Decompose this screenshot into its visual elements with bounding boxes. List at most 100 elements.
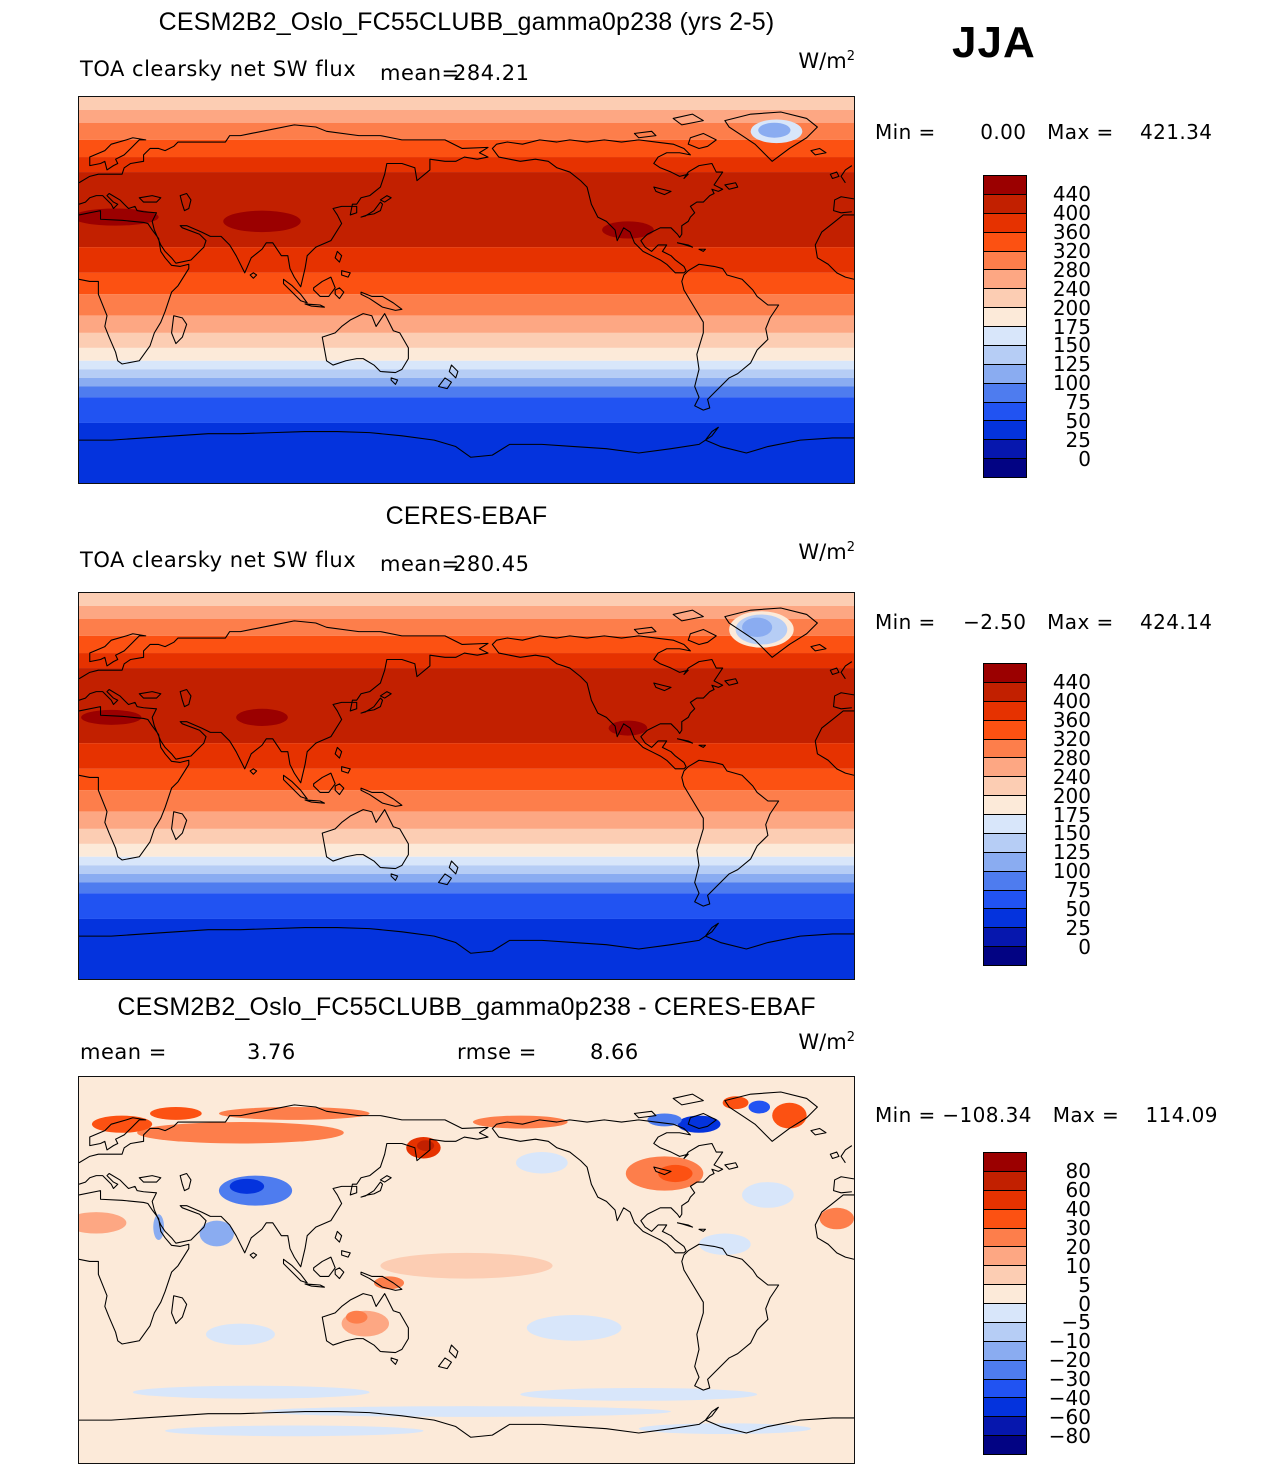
caribbean-cold bbox=[699, 1233, 751, 1255]
panel-obs-variable-label: TOA clearsky net SW flux bbox=[80, 548, 357, 572]
colorbar-tick-label: 400 bbox=[1052, 200, 1091, 225]
panel-obs-title: CERES-EBAF bbox=[385, 502, 548, 530]
colorbar-segment bbox=[984, 1247, 1026, 1267]
colorbar-segment bbox=[984, 402, 1026, 422]
southern-ocean-cold-2 bbox=[520, 1387, 758, 1401]
colorbar-segment bbox=[984, 345, 1026, 365]
colorbar-tick-label: −60 bbox=[1048, 1405, 1091, 1430]
northeast-pacific-cold bbox=[516, 1152, 568, 1174]
panel-diff-minmax: Min = −108.34 Max = 114.09 bbox=[875, 1103, 1218, 1127]
panel-diff-title: CESM2B2_Oslo_FC55CLUBB_gamma0p238 - CERE… bbox=[117, 993, 816, 1021]
max-label: Max = bbox=[1047, 120, 1114, 144]
colorbar-segment bbox=[984, 1209, 1026, 1229]
mexico-high bbox=[608, 720, 648, 736]
colorbar-segment bbox=[984, 1171, 1026, 1191]
panel-model-mean-value: 284.21 bbox=[453, 61, 530, 85]
colorbar-tick-label: 60 bbox=[1065, 1177, 1091, 1202]
map-canvas bbox=[79, 593, 854, 979]
colorbar-segment bbox=[984, 1379, 1026, 1399]
mediterranean-sahara-high bbox=[79, 208, 159, 226]
colorbar-tick-label: 80 bbox=[1065, 1158, 1091, 1183]
arctic-russia-warm bbox=[218, 1107, 370, 1120]
colorbar-segment bbox=[984, 213, 1026, 233]
max-label: Max = bbox=[1047, 610, 1114, 634]
colorbar-segment bbox=[984, 1266, 1026, 1286]
colorbar-tick-label: 280 bbox=[1052, 745, 1091, 770]
alaska-arctic-warm bbox=[472, 1115, 568, 1129]
panel-model-units: W/m2 bbox=[78, 49, 855, 73]
colorbar-segment bbox=[984, 1360, 1026, 1380]
barents-warm bbox=[150, 1107, 202, 1120]
units-text: W/m bbox=[798, 540, 847, 564]
colorbar-segment bbox=[984, 421, 1026, 441]
panel-model-variable-label: TOA clearsky net SW flux bbox=[80, 57, 357, 81]
contour-bands bbox=[79, 593, 854, 979]
colorbar-tick-label: −30 bbox=[1048, 1367, 1091, 1392]
colorbar-tick-label: 440 bbox=[1052, 181, 1091, 206]
colorbar-tick-label: 100 bbox=[1052, 371, 1091, 396]
colorbar-tick-label: 75 bbox=[1065, 390, 1091, 415]
colorbar-segment bbox=[984, 1398, 1026, 1418]
colorbar-tick-label: 50 bbox=[1065, 897, 1091, 922]
min-label: Min = bbox=[875, 120, 936, 144]
map-canvas bbox=[79, 97, 854, 483]
colorbar-segment bbox=[984, 739, 1026, 759]
north-atlantic-cold bbox=[742, 1182, 794, 1208]
panel-obs-mean-label: mean= bbox=[380, 552, 460, 576]
colorbar-tick-label: 125 bbox=[1052, 840, 1091, 865]
greenland-ice-low-core bbox=[742, 617, 773, 637]
colorbar-segment bbox=[984, 720, 1026, 740]
colorbar-tick-label: −20 bbox=[1048, 1348, 1091, 1373]
colorbar-segment bbox=[984, 833, 1026, 853]
colorbar-segment bbox=[984, 232, 1026, 252]
colorbar-segment bbox=[984, 664, 1026, 683]
colorbar-tick-label: 25 bbox=[1065, 916, 1091, 941]
south-indian-cold bbox=[206, 1323, 275, 1346]
panel-diff-mean-label: mean = bbox=[80, 1040, 167, 1064]
colorbar-tick-label: 360 bbox=[1052, 219, 1091, 244]
max-value: 114.09 bbox=[1145, 1103, 1218, 1127]
red-sea-cold bbox=[153, 1214, 165, 1240]
greenland-cold-spot bbox=[748, 1100, 771, 1114]
sahara-warm bbox=[79, 1212, 127, 1234]
colorbar-tick-label: 0 bbox=[1078, 935, 1091, 960]
siberia-warm-band bbox=[137, 1122, 344, 1144]
colorbar-tick-label: 150 bbox=[1052, 821, 1091, 846]
colorbar-segment bbox=[984, 928, 1026, 948]
colorbar-tick-label: 0 bbox=[1078, 1291, 1091, 1316]
colorbar-segment bbox=[984, 796, 1026, 815]
colorbar-segment bbox=[984, 852, 1026, 872]
panel-obs-units: W/m2 bbox=[78, 540, 855, 564]
baffin-cold bbox=[677, 1115, 721, 1133]
antarctic-coast-cold bbox=[261, 1406, 672, 1417]
panel-obs-mean-value: 280.45 bbox=[453, 552, 530, 576]
min-value: 0.00 bbox=[980, 120, 1027, 144]
colorbar-tick-label: 240 bbox=[1052, 276, 1091, 301]
colorbar-segment bbox=[984, 289, 1026, 309]
colorbar-segment bbox=[984, 701, 1026, 721]
colorbar-tick-label: 240 bbox=[1052, 764, 1091, 789]
arabian-sea-cold bbox=[199, 1220, 234, 1247]
units-exponent: 2 bbox=[846, 540, 855, 555]
greenland-east-warm bbox=[772, 1102, 807, 1129]
coastlines bbox=[79, 111, 854, 458]
map-canvas bbox=[79, 1077, 854, 1463]
map-obs bbox=[78, 592, 855, 980]
min-value: −2.50 bbox=[963, 610, 1027, 634]
colorbar-bar bbox=[983, 663, 1027, 966]
colorbar-model: 440 400 360 320 280 240 200 175 150 125 100 75 50 25 0 bbox=[983, 175, 1143, 478]
anomaly-features bbox=[79, 1096, 854, 1437]
colorbar-tick-label: 40 bbox=[1065, 1196, 1091, 1221]
colorbar-segment bbox=[984, 1322, 1026, 1342]
colorbar-segment bbox=[984, 364, 1026, 384]
colorbar-segment bbox=[984, 194, 1026, 214]
panel-obs-minmax: Min = −2.50 Max = 424.14 bbox=[875, 610, 1212, 634]
colorbar-tick-label: 280 bbox=[1052, 257, 1091, 282]
panel-diff-rmse-value: 8.66 bbox=[590, 1040, 639, 1064]
colorbar-segment bbox=[984, 383, 1026, 403]
colorbar-segment bbox=[984, 1304, 1026, 1323]
colorbar-segment bbox=[984, 459, 1026, 477]
colorbar-tick-label: 75 bbox=[1065, 878, 1091, 903]
colorbar-tick-label: 20 bbox=[1065, 1234, 1091, 1259]
colorbar-obs: 440 400 360 320 280 240 200 175 150 125 100 75 50 25 0 bbox=[983, 663, 1143, 966]
